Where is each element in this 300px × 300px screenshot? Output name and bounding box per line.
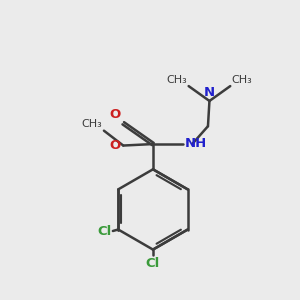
Text: CH₃: CH₃ (232, 75, 253, 85)
Text: O: O (110, 108, 121, 121)
Text: N: N (204, 85, 215, 99)
Text: Cl: Cl (98, 225, 112, 239)
Text: CH₃: CH₃ (82, 119, 102, 129)
Text: Cl: Cl (146, 257, 160, 270)
Text: CH₃: CH₃ (167, 75, 187, 85)
Text: O: O (109, 139, 120, 152)
Text: NH: NH (185, 137, 207, 150)
